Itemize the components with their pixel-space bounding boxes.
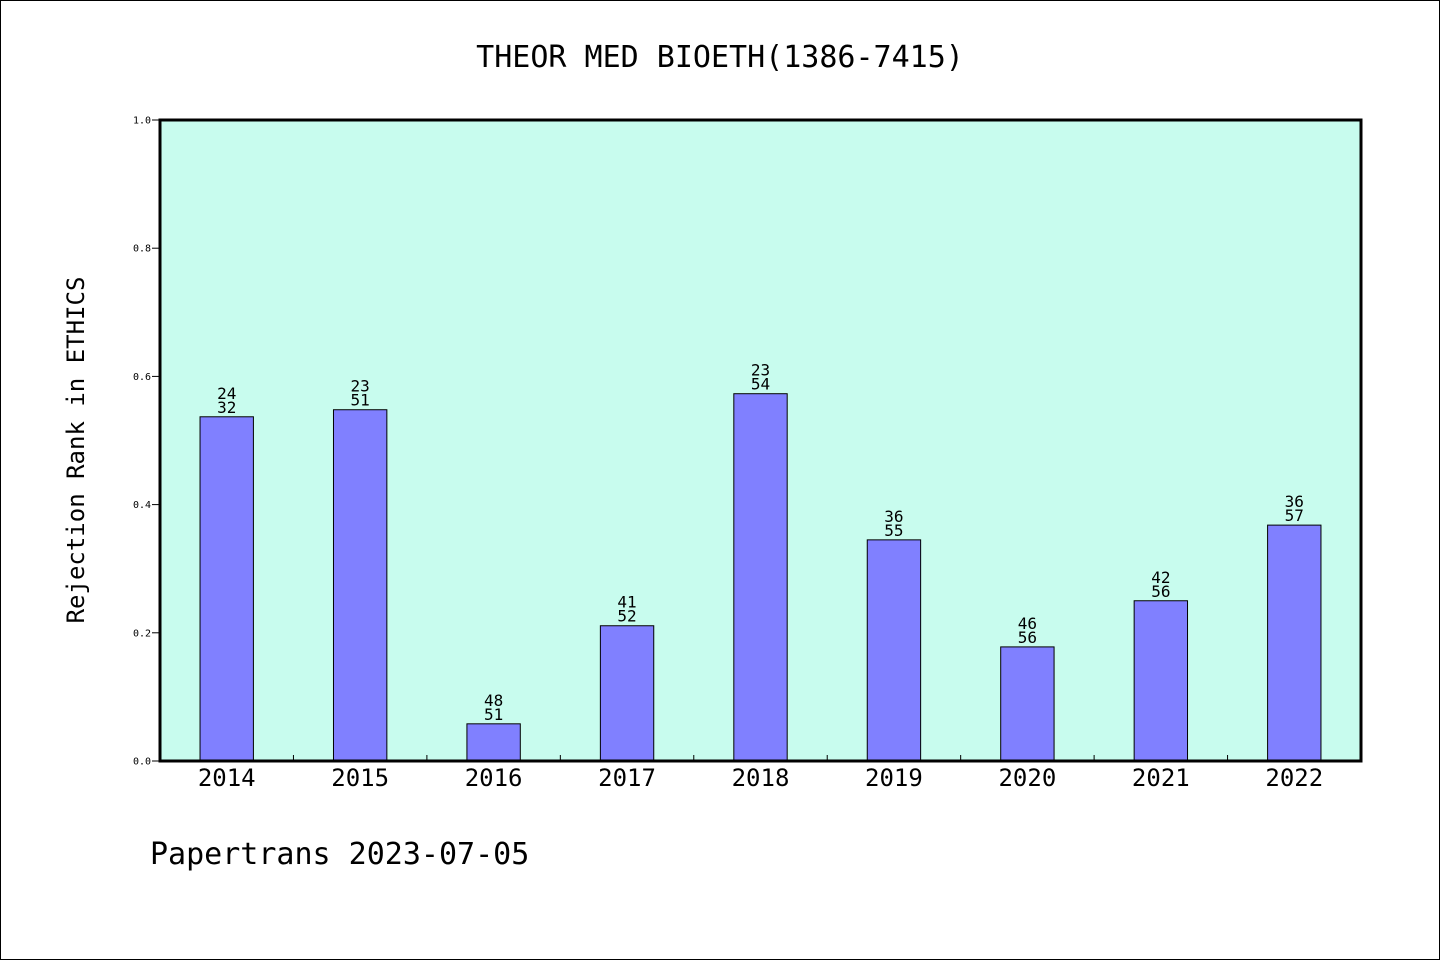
bar-data-label: 23 bbox=[751, 361, 770, 380]
bar-2020 bbox=[1000, 646, 1055, 762]
y-tick-label: 0.6 bbox=[133, 372, 151, 383]
y-tick-label: 0.2 bbox=[133, 628, 151, 639]
x-tick-label: 2019 bbox=[865, 764, 923, 792]
bar-data-label: 57 bbox=[1285, 506, 1304, 525]
y-axis-ticks: 0.0 0.2 0.4 0.6 0.8 1.0 bbox=[133, 116, 160, 768]
x-tick-label: 2015 bbox=[331, 764, 389, 792]
x-tick-label: 2017 bbox=[598, 764, 656, 792]
footer-text: Papertrans 2023-07-05 bbox=[150, 837, 529, 872]
bar-data-label: 48 bbox=[484, 691, 503, 710]
bar-2015 bbox=[332, 409, 388, 762]
bar-data-label: 41 bbox=[617, 593, 636, 612]
bar-data-label: 36 bbox=[884, 507, 903, 526]
bar-2017 bbox=[599, 625, 655, 762]
bar-2022 bbox=[1267, 524, 1322, 762]
x-tick-label: 2018 bbox=[732, 764, 790, 792]
x-tick-label: 2016 bbox=[465, 764, 523, 792]
bar-2019 bbox=[866, 539, 922, 762]
bar-data-label: 36 bbox=[1285, 492, 1304, 511]
bar-data-label: 32 bbox=[217, 398, 236, 417]
bar-2016 bbox=[466, 723, 521, 762]
y-tick-label: 0.0 bbox=[133, 757, 151, 768]
x-tick-label: 2020 bbox=[998, 764, 1056, 792]
bar-data-label: 24 bbox=[217, 384, 236, 403]
bar-data-label: 51 bbox=[351, 391, 370, 410]
bar-2021 bbox=[1133, 600, 1189, 762]
plot-border bbox=[158, 118, 1363, 763]
x-axis-ticks: 2014 2015 2016 2017 2018 2019 2020 2021 2022 bbox=[198, 755, 1323, 792]
bar-data-label: 54 bbox=[751, 375, 770, 394]
x-tick-label: 2022 bbox=[1265, 764, 1323, 792]
bar-data-label: 55 bbox=[884, 521, 903, 540]
chart-title: THEOR MED BIOETH(1386-7415) bbox=[476, 40, 964, 75]
bar-data-label: 46 bbox=[1018, 614, 1037, 633]
bar-data-label: 42 bbox=[1151, 568, 1170, 587]
bar-data-label: 56 bbox=[1151, 582, 1170, 601]
x-tick-label: 2021 bbox=[1132, 764, 1190, 792]
bar-data-label: 51 bbox=[484, 705, 503, 724]
bar-2014 bbox=[199, 416, 254, 762]
y-tick-label: 0.8 bbox=[133, 244, 151, 255]
bar-data-label: 52 bbox=[617, 607, 636, 626]
bar-2018 bbox=[733, 393, 788, 762]
bar-data-label: 56 bbox=[1018, 628, 1037, 647]
y-axis-label: Rejection Rank in ETHICS bbox=[62, 277, 90, 624]
y-tick-label: 1.0 bbox=[133, 116, 151, 127]
x-tick-label: 2014 bbox=[198, 764, 256, 792]
bar-data-label: 23 bbox=[351, 377, 370, 396]
y-tick-label: 0.4 bbox=[133, 500, 151, 511]
